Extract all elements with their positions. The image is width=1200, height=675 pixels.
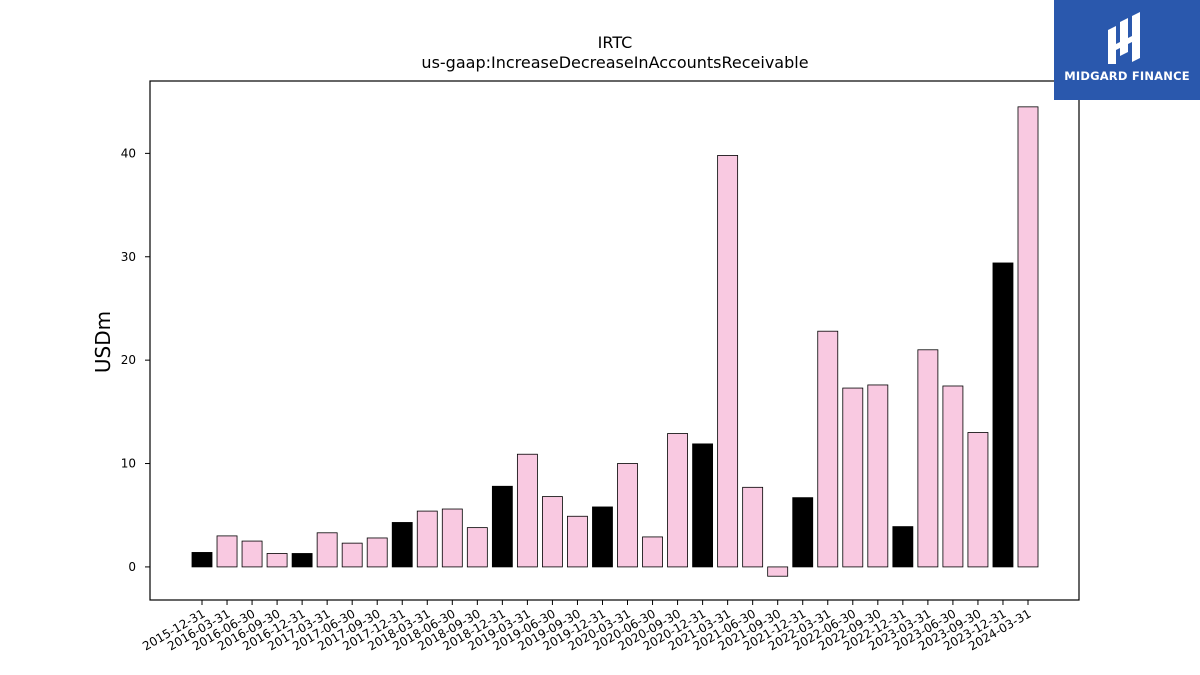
bar-2019-12-31 xyxy=(592,506,613,568)
bar-2016-03-31 xyxy=(216,535,238,568)
bar-2024-03-31 xyxy=(1017,106,1039,568)
bar-2017-06-30 xyxy=(341,542,363,568)
bar-2018-03-31 xyxy=(416,510,438,568)
bar-2023-09-30 xyxy=(967,432,989,568)
bar-2023-03-31 xyxy=(917,349,939,568)
bar-2020-06-30 xyxy=(642,536,663,568)
bar-2022-06-30 xyxy=(842,387,864,568)
bar-2020-12-31 xyxy=(692,443,714,568)
y-axis-label: USDm xyxy=(91,311,115,373)
bar-2021-09-30 xyxy=(767,566,789,577)
chart-title: IRTC xyxy=(598,33,633,52)
y-tick-label: 20 xyxy=(121,353,136,367)
bar-2019-09-30 xyxy=(567,515,588,568)
y-tick-label: 10 xyxy=(121,457,136,471)
bar-2021-12-31 xyxy=(792,497,814,568)
bar-2017-09-30 xyxy=(366,537,388,568)
bar-2016-06-30 xyxy=(241,540,263,568)
bar-2020-03-31 xyxy=(617,463,638,568)
y-axis-ticks: 0 10 20 30 40 xyxy=(121,146,150,574)
bars-group xyxy=(191,106,1039,577)
bar-2017-12-31 xyxy=(391,522,413,568)
bar-2016-12-31 xyxy=(291,553,313,568)
bar-2023-06-30 xyxy=(942,385,964,568)
bar-2019-06-30 xyxy=(542,496,563,568)
bar-2015-12-31 xyxy=(191,552,213,568)
bar-2022-12-31 xyxy=(892,526,914,568)
y-tick-label: 30 xyxy=(121,250,136,264)
midgard-logo-icon xyxy=(1108,12,1140,64)
bar-2017-03-31 xyxy=(316,532,338,568)
bar-2020-09-30 xyxy=(667,433,688,568)
plot-frame xyxy=(149,80,1080,601)
chart-subtitle: us-gaap:IncreaseDecreaseInAccountsReceiv… xyxy=(421,53,808,72)
y-tick-label: 0 xyxy=(128,560,136,574)
x-axis-ticks: 2015-12-312016-03-312016-06-302016-09-30… xyxy=(140,600,1034,653)
y-tick-label: 40 xyxy=(121,146,136,160)
bar-2018-12-31 xyxy=(491,485,513,568)
bar-2021-06-30 xyxy=(742,486,764,568)
bar-2021-03-31 xyxy=(717,155,739,568)
bar-2019-03-31 xyxy=(516,453,538,568)
bar-2022-03-31 xyxy=(817,330,839,568)
bar-2018-06-30 xyxy=(441,508,463,568)
brand-name: MIDGARD FINANCE xyxy=(1064,69,1190,83)
bar-2016-09-30 xyxy=(266,553,288,568)
bar-2018-09-30 xyxy=(466,527,488,568)
bar-2023-12-31 xyxy=(992,262,1014,568)
brand-logo: MIDGARD FINANCE xyxy=(1054,0,1200,100)
bar-2022-09-30 xyxy=(867,384,889,568)
